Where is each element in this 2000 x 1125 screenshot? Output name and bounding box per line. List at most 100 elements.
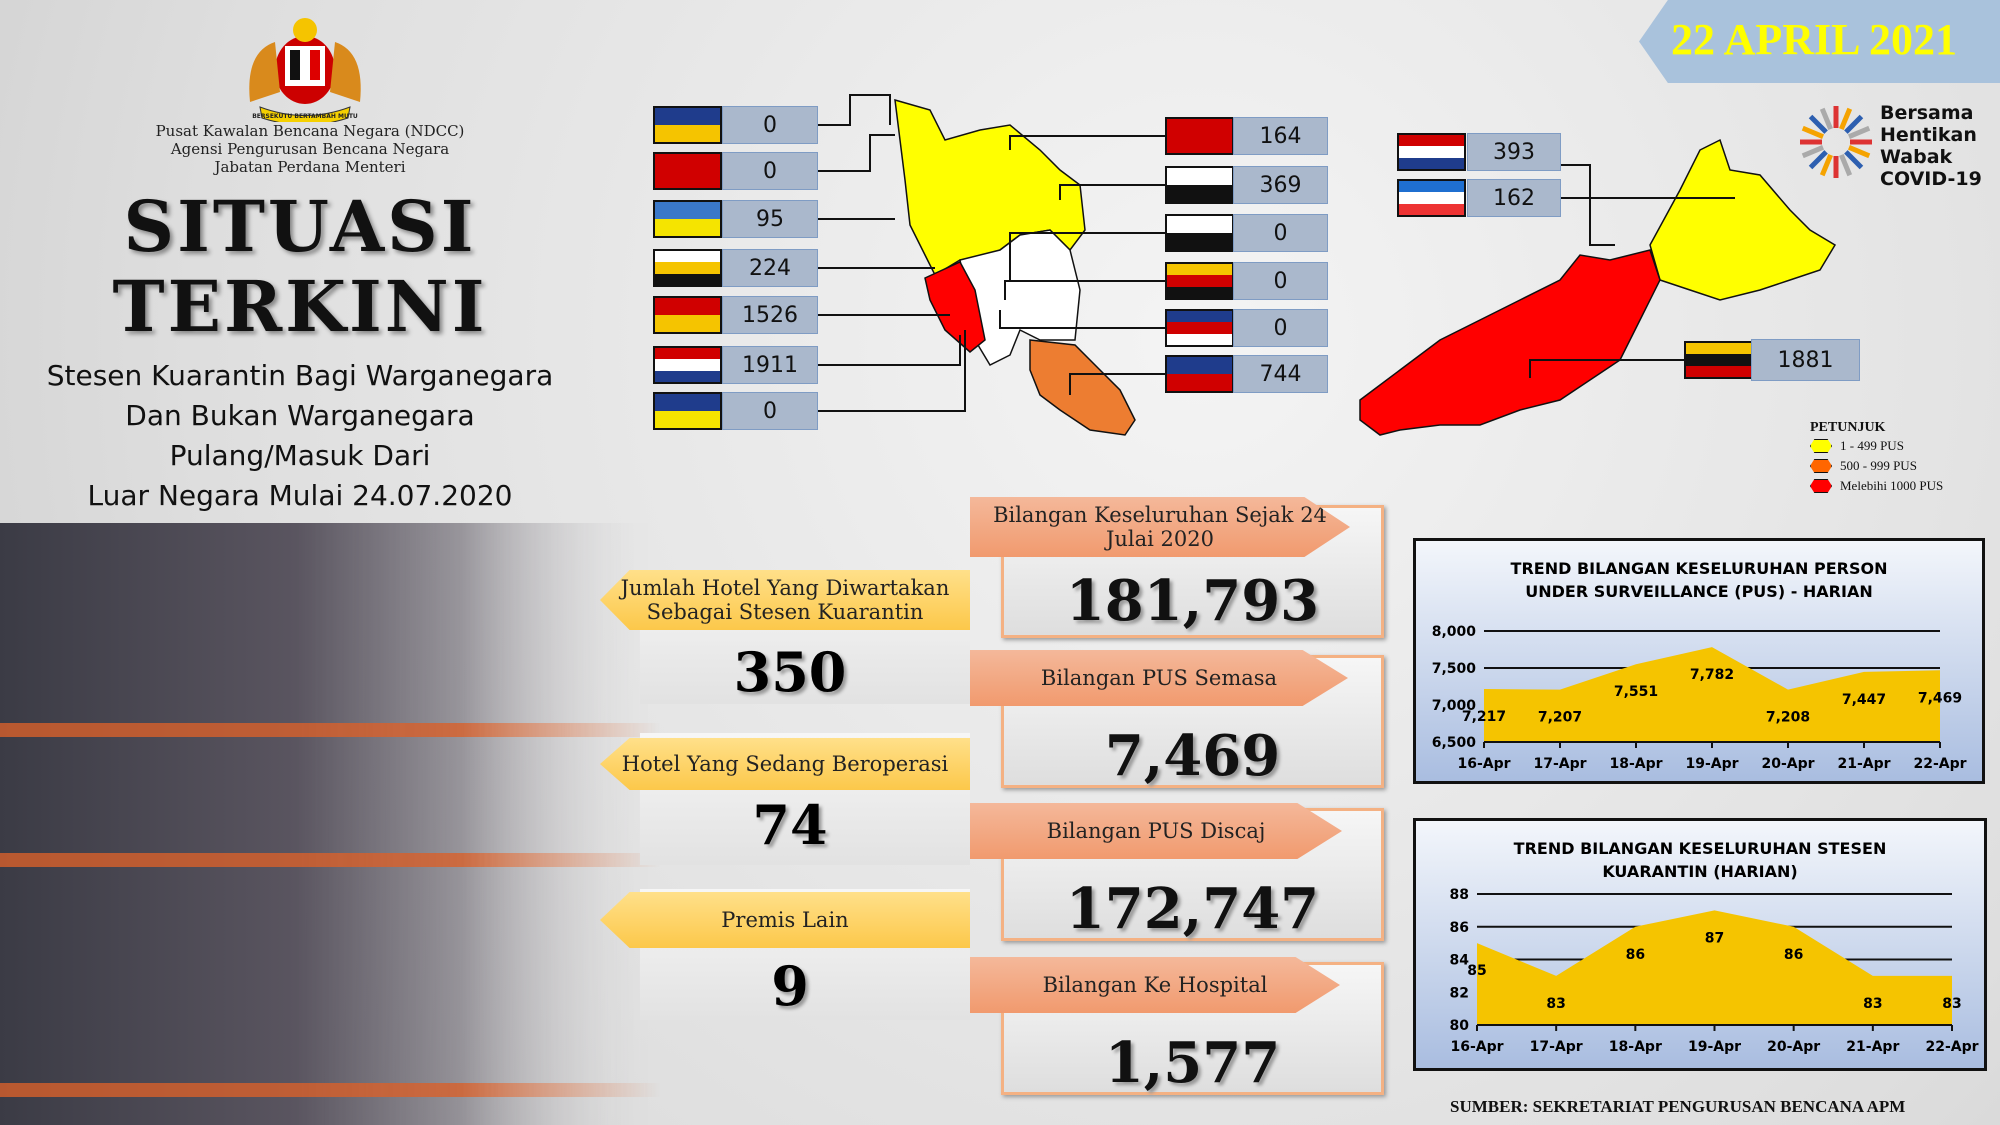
crest-motto: BERSEKUTU BERTAMBAH MUTU — [252, 113, 358, 120]
flag-pulau-pinang-icon — [653, 200, 722, 238]
legend-swatch-red — [1810, 479, 1832, 493]
legend-item: 1 - 499 PUS — [1810, 436, 1943, 456]
data-label: 85 — [1467, 963, 1486, 979]
state-value-selangor: 1526 — [722, 296, 818, 334]
state-value-pahang: 0 — [1233, 214, 1328, 252]
flag-kedah-icon — [653, 152, 722, 190]
logo-line: Hentikan — [1880, 124, 1977, 146]
logo-ray — [1847, 145, 1871, 159]
map-selangor — [924, 261, 986, 353]
stat-value: 9 — [771, 954, 809, 1018]
area-series — [1477, 910, 1952, 1025]
data-label: 83 — [1863, 996, 1882, 1012]
map-peninsula-center — [959, 229, 1081, 366]
flag-perlis-icon — [653, 106, 722, 144]
map-legend: PETUNJUK 1 - 499 PUS 500 - 999 PUS Meleb… — [1810, 420, 1943, 496]
legend-label: 1 - 499 PUS — [1840, 438, 1904, 453]
logo-line: COVID-19 — [1880, 168, 1982, 190]
legend-title: PETUNJUK — [1810, 420, 1886, 435]
area-series — [1484, 647, 1940, 742]
flag-perak-icon — [653, 249, 722, 287]
y-tick-label: 80 — [1450, 1018, 1470, 1034]
agency-line: Agensi Pengurusan Bencana Negara — [170, 140, 450, 158]
state-value-perlis: 0 — [722, 106, 818, 144]
subtitle-line: Luar Negara Mulai 24.07.2020 — [87, 479, 513, 512]
x-tick-label: 21-Apr — [1846, 1039, 1899, 1055]
flag-negeri-sembilan-icon — [1165, 262, 1234, 300]
logo-ray — [1819, 107, 1833, 131]
x-tick-label: 17-Apr — [1530, 1039, 1583, 1055]
y-tick-label: 84 — [1450, 953, 1470, 969]
state-value-kedah: 0 — [722, 152, 818, 190]
pus-trend-plot: 6,500 7,000 7,500 8,000 16-Apr 7,217 17-Apr 7,2… — [1432, 624, 1967, 772]
logo-ray — [1819, 153, 1833, 177]
legend-item: 500 - 999 PUS — [1810, 456, 1943, 476]
map-johor — [1029, 339, 1136, 436]
campaign-logo-icon — [1800, 106, 1872, 178]
subtitle-line: Stesen Kuarantin Bagi Warganegara — [46, 359, 554, 392]
state-value-johor: 744 — [1233, 355, 1328, 393]
state-value-sabah: 162 — [1467, 179, 1561, 217]
stat-hospital-label: Bilangan Ke Hospital — [970, 957, 1340, 1013]
flag-wp-kuala-lumpur-icon — [653, 392, 722, 430]
stat-other-label: Premis Lain — [600, 892, 970, 948]
state-value-negeri-sembilan: 0 — [1233, 262, 1328, 300]
data-label: 83 — [1546, 996, 1565, 1012]
y-tick-label: 6,500 — [1432, 735, 1477, 751]
state-value-wp-labuan: 393 — [1467, 133, 1561, 171]
data-label: 83 — [1942, 996, 1961, 1012]
date-text: 22 APRIL 2021 — [1671, 15, 1958, 64]
logo-ray — [1839, 153, 1853, 177]
page-title-line1: SITUASI — [123, 185, 477, 268]
flag-selangor-icon — [653, 296, 722, 334]
logo-ray — [1847, 125, 1871, 139]
pus-trend-chart: TREND BILANGAN KESELURUHAN PERSON UNDER … — [1413, 538, 1985, 784]
logo-ray — [1801, 145, 1825, 159]
stat-value: 7,469 — [1104, 723, 1281, 789]
logo-line: Bersama — [1880, 102, 1974, 124]
data-label: 7,207 — [1538, 710, 1582, 726]
stat-hotels-label: Jumlah Hotel Yang Diwartakan Sebagai Ste… — [600, 570, 970, 630]
y-tick-label: 88 — [1450, 887, 1469, 903]
agency-line: Pusat Kawalan Bencana Negara (NDCC) — [155, 122, 465, 140]
stat-value: 172,747 — [1065, 876, 1320, 942]
legend-label: Melebihi 1000 PUS — [1840, 478, 1944, 493]
x-tick-label: 22-Apr — [1913, 756, 1966, 772]
stat-value: 74 — [752, 793, 828, 857]
state-value-melaka: 1911 — [722, 346, 818, 384]
legend-item: Melebihi 1000 PUS — [1810, 476, 1943, 496]
chart-title: TREND BILANGAN KESELURUHAN STESEN KUARAN… — [1513, 839, 1887, 881]
x-tick-label: 19-Apr — [1685, 756, 1738, 772]
stat-value: 1,577 — [1104, 1030, 1281, 1096]
map-sabah — [1649, 138, 1837, 301]
y-tick-label: 86 — [1450, 920, 1469, 936]
flag-pahang-icon — [1165, 214, 1234, 252]
logo-ray — [1844, 150, 1864, 170]
logo-ray — [1808, 114, 1828, 134]
stat-current-label: Bilangan PUS Semasa — [970, 650, 1348, 706]
x-tick-label: 18-Apr — [1609, 756, 1662, 772]
y-tick-label: 82 — [1450, 985, 1469, 1001]
state-value-sarawak: 1881 — [1751, 339, 1860, 381]
date-banner: 22 APRIL 2021 — [1639, 0, 2000, 83]
x-tick-label: 16-Apr — [1457, 756, 1510, 772]
map-sarawak — [1359, 249, 1661, 436]
state-value-kelantan: 164 — [1233, 117, 1328, 155]
data-label: 86 — [1784, 947, 1803, 963]
data-label: 7,782 — [1690, 667, 1734, 683]
data-label: 86 — [1626, 947, 1645, 963]
data-label: 87 — [1705, 930, 1724, 946]
flag-johor-icon — [1165, 355, 1234, 393]
logo-ray — [1801, 125, 1825, 139]
data-label: 7,469 — [1918, 690, 1962, 706]
state-value-pulau-pinang: 95 — [722, 200, 818, 238]
stat-value: 350 — [733, 640, 847, 704]
chart-title: TREND BILANGAN KESELURUHAN PERSON UNDER … — [1510, 559, 1888, 601]
stat-operating-label: Hotel Yang Sedang Beroperasi — [600, 738, 970, 790]
station-trend-plot: 80 82 84 86 88 16-Apr 85 17-Apr 83 18-Apr 86 19-Apr… — [1450, 887, 1979, 1055]
y-tick-label: 7,500 — [1432, 661, 1477, 677]
source-note: SUMBER: SEKRETARIAT PENGURUSAN BENCANA A… — [1450, 1097, 1906, 1116]
x-tick-label: 22-Apr — [1925, 1039, 1978, 1055]
legend-swatch-yellow — [1810, 439, 1832, 453]
